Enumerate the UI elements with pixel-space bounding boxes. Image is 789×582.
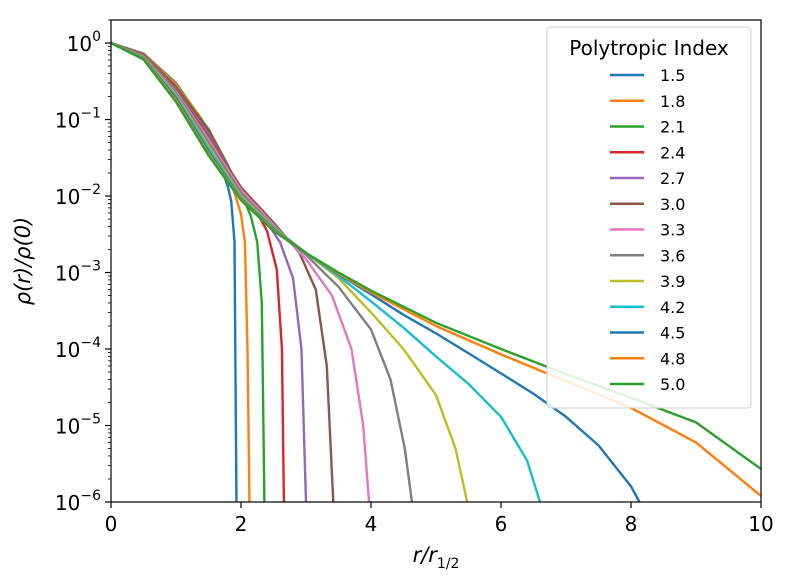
x-axis-label-subscript: 1/2 [437,556,460,572]
legend-label: 4.8 [660,349,685,368]
x-tick-label: 0 [105,512,118,536]
x-axis-ticks: 0 2 4 6 8 10 [105,502,774,536]
y-tick-label: 10−5 [55,412,101,439]
y-axis-label: ρ(r)/ρ(0) [11,217,35,306]
y-tick-exponent: −6 [80,488,101,504]
x-tick-label: 6 [495,512,508,536]
y-tick-base: 10 [55,338,80,362]
legend-label: 3.9 [660,272,685,291]
legend-label: 1.5 [660,66,685,85]
y-tick-exponent: −4 [80,335,101,351]
legend-label: 4.2 [660,298,685,317]
legend-label: 1.8 [660,92,685,111]
x-tick-label: 8 [625,512,638,536]
legend-title: Polytropic Index [569,36,729,60]
y-tick-exponent: −5 [80,412,101,428]
y-tick-label: 10−2 [55,182,101,209]
y-tick-base: 10 [55,415,80,439]
legend-label: 2.7 [660,169,685,188]
legend-label: 5.0 [660,375,685,394]
y-tick-base: 10 [67,32,92,56]
x-tick-label: 2 [235,512,248,536]
legend-box [546,26,752,409]
x-tick-label: 10 [748,512,773,536]
y-tick-exponent: 0 [92,29,101,45]
plot-frame [110,19,762,503]
y-tick-base: 10 [55,262,80,286]
y-tick-label: 10−1 [55,106,101,133]
legend: Polytropic Index 1.5 1.8 2.1 2.4 2.7 3.0 3.3 3.… [546,26,752,409]
legend-label: 4.5 [660,324,685,343]
legend-label: 3.6 [660,246,685,265]
series-line-3.9 [111,41,469,502]
y-tick-base: 10 [55,491,80,515]
legend-items: 1.5 1.8 2.1 2.4 2.7 3.0 3.3 3.6 3.9 4.2 4.5 4.8 5.0 [610,66,685,394]
y-tick-base: 10 [55,109,80,133]
y-tick-base: 10 [55,185,80,209]
y-tick-exponent: −1 [80,106,101,122]
y-tick-exponent: −2 [80,182,101,198]
y-tick-label: 10−3 [55,259,101,286]
y-tick-label: 100 [67,29,101,56]
series-line-3.0 [111,41,335,502]
y-tick-exponent: −3 [80,259,101,275]
legend-label: 3.0 [660,195,685,214]
legend-label: 2.1 [660,118,685,137]
y-tick-label: 10−4 [55,335,101,362]
series-line-3.6 [111,41,414,502]
series-line-1.8 [111,41,251,502]
y-tick-label: 10−6 [55,488,101,515]
x-tick-label: 4 [365,512,378,536]
x-axis-label: r/r1/2 [413,543,460,572]
x-axis-label-main: r/r [413,543,439,567]
legend-label: 3.3 [660,221,685,240]
series-line-1.5 [111,41,238,502]
legend-label: 2.4 [660,143,685,162]
